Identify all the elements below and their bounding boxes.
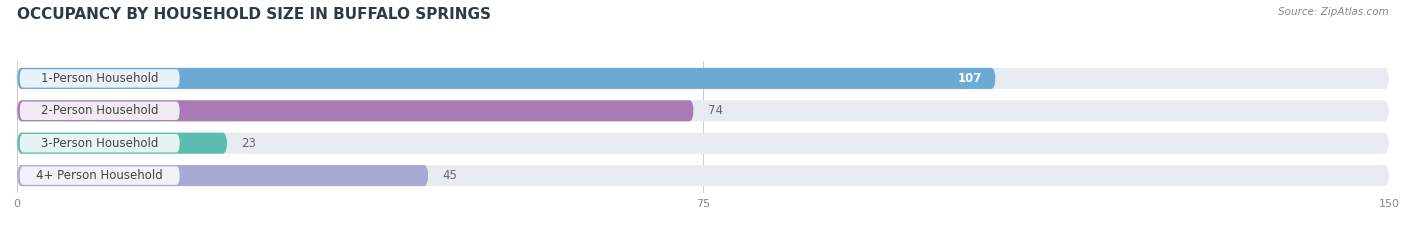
Text: 74: 74	[707, 104, 723, 117]
FancyBboxPatch shape	[20, 134, 180, 152]
FancyBboxPatch shape	[20, 102, 180, 120]
Text: Source: ZipAtlas.com: Source: ZipAtlas.com	[1278, 7, 1389, 17]
FancyBboxPatch shape	[17, 68, 995, 89]
Text: 2-Person Household: 2-Person Household	[41, 104, 159, 117]
Text: 3-Person Household: 3-Person Household	[41, 137, 159, 150]
Text: OCCUPANCY BY HOUSEHOLD SIZE IN BUFFALO SPRINGS: OCCUPANCY BY HOUSEHOLD SIZE IN BUFFALO S…	[17, 7, 491, 22]
Text: 23: 23	[240, 137, 256, 150]
FancyBboxPatch shape	[17, 68, 1389, 89]
FancyBboxPatch shape	[20, 166, 180, 185]
FancyBboxPatch shape	[17, 100, 693, 121]
FancyBboxPatch shape	[17, 133, 228, 154]
Text: 4+ Person Household: 4+ Person Household	[37, 169, 163, 182]
FancyBboxPatch shape	[17, 165, 1389, 186]
FancyBboxPatch shape	[17, 133, 1389, 154]
Text: 1-Person Household: 1-Person Household	[41, 72, 159, 85]
FancyBboxPatch shape	[17, 165, 429, 186]
FancyBboxPatch shape	[20, 69, 180, 88]
FancyBboxPatch shape	[17, 100, 1389, 121]
Text: 45: 45	[443, 169, 457, 182]
Text: 107: 107	[957, 72, 981, 85]
